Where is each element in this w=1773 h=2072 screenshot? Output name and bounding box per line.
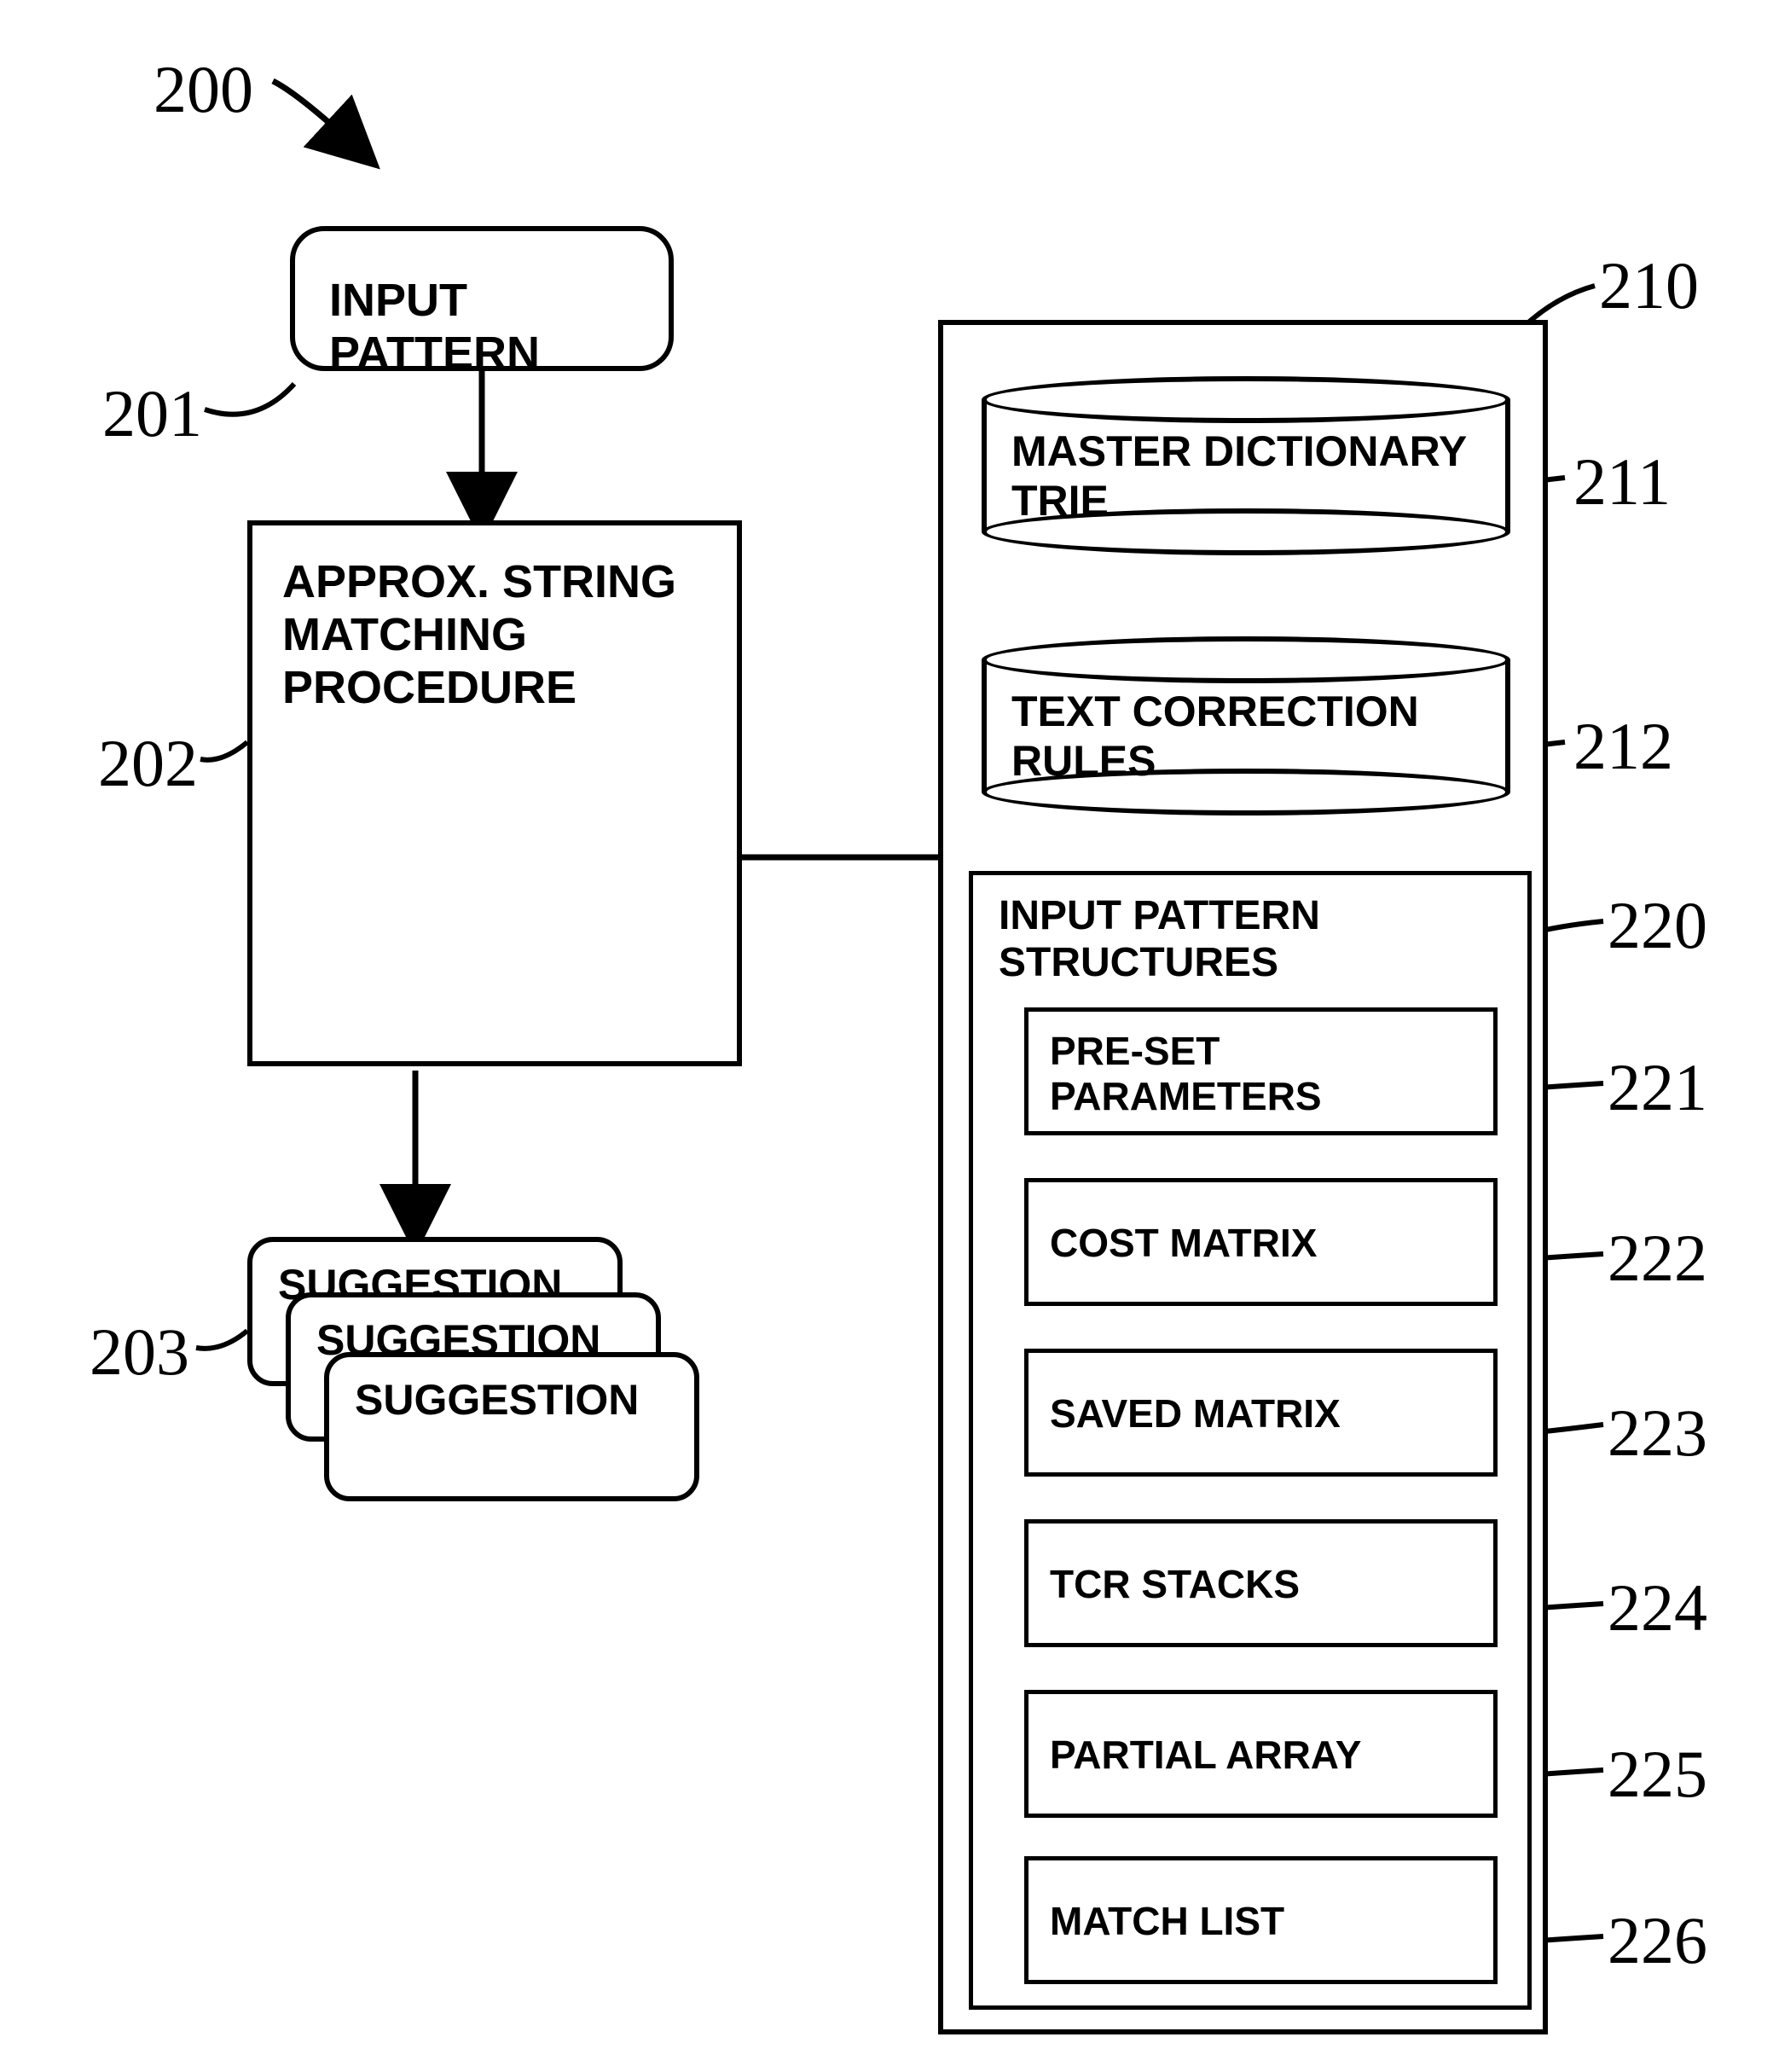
struct-item-preset-params-ref: 221 bbox=[1608, 1049, 1707, 1126]
figure-canvas: 200 bbox=[0, 0, 1773, 2072]
struct-item-partial-array-label: PARTIAL ARRAY bbox=[1050, 1732, 1361, 1778]
input-pattern-structures: INPUT PATTERN STRUCTURES PRE-SET PARAMET… bbox=[969, 871, 1532, 2010]
memory-block: MASTER DICTIONARY TRIE TEXT CORRECTION R… bbox=[938, 320, 1548, 2034]
procedure-label: APPROX. STRING MATCHING PROCEDURE bbox=[282, 555, 676, 714]
suggestion-card-3: SUGGESTION bbox=[324, 1352, 699, 1501]
struct-item-cost-matrix: COST MATRIX bbox=[1024, 1178, 1498, 1306]
cylinder-text-correction-label: TEXT CORRECTION RULES bbox=[1011, 688, 1419, 786]
struct-item-cost-matrix-ref: 222 bbox=[1608, 1220, 1707, 1297]
struct-item-saved-matrix: SAVED MATRIX bbox=[1024, 1349, 1498, 1477]
struct-item-match-list-label: MATCH LIST bbox=[1050, 1899, 1284, 1944]
procedure-ref: 202 bbox=[98, 725, 198, 802]
input-pattern-ref: 201 bbox=[102, 375, 202, 452]
cylinder-text-correction-ref: 212 bbox=[1573, 708, 1673, 785]
cylinder-master-dictionary-label: MASTER DICTIONARY TRIE bbox=[1011, 427, 1467, 525]
input-pattern-structures-ref: 220 bbox=[1608, 887, 1707, 964]
struct-item-tcr-stacks-label: TCR STACKS bbox=[1050, 1562, 1300, 1607]
input-pattern-label: INPUT PATTERN bbox=[329, 274, 669, 380]
procedure-node: APPROX. STRING MATCHING PROCEDURE bbox=[247, 520, 742, 1066]
struct-item-match-list-ref: 226 bbox=[1608, 1902, 1707, 1979]
suggestion-label-3: SUGGESTION bbox=[355, 1376, 639, 1425]
cylinder-master-dictionary: MASTER DICTIONARY TRIE bbox=[982, 376, 1510, 555]
struct-item-preset-params: PRE-SET PARAMETERS bbox=[1024, 1007, 1498, 1135]
memory-block-ref: 210 bbox=[1599, 247, 1699, 324]
struct-item-match-list: MATCH LIST bbox=[1024, 1856, 1498, 1984]
struct-item-partial-array-ref: 225 bbox=[1608, 1736, 1707, 1813]
cylinder-master-dictionary-ref: 211 bbox=[1573, 444, 1671, 520]
suggestions-ref: 203 bbox=[90, 1314, 189, 1390]
struct-item-tcr-stacks: TCR STACKS bbox=[1024, 1519, 1498, 1647]
struct-item-tcr-stacks-ref: 224 bbox=[1608, 1570, 1707, 1646]
struct-item-partial-array: PARTIAL ARRAY bbox=[1024, 1690, 1498, 1818]
struct-item-saved-matrix-label: SAVED MATRIX bbox=[1050, 1391, 1341, 1436]
cylinder-text-correction: TEXT CORRECTION RULES bbox=[982, 636, 1510, 815]
struct-item-saved-matrix-ref: 223 bbox=[1608, 1395, 1707, 1471]
figure-ref: 200 bbox=[154, 51, 253, 128]
struct-item-cost-matrix-label: COST MATRIX bbox=[1050, 1221, 1317, 1266]
struct-item-preset-params-label: PRE-SET PARAMETERS bbox=[1050, 1029, 1322, 1119]
input-pattern-structures-title: INPUT PATTERN STRUCTURES bbox=[999, 892, 1320, 986]
input-pattern-node: INPUT PATTERN bbox=[290, 226, 674, 371]
